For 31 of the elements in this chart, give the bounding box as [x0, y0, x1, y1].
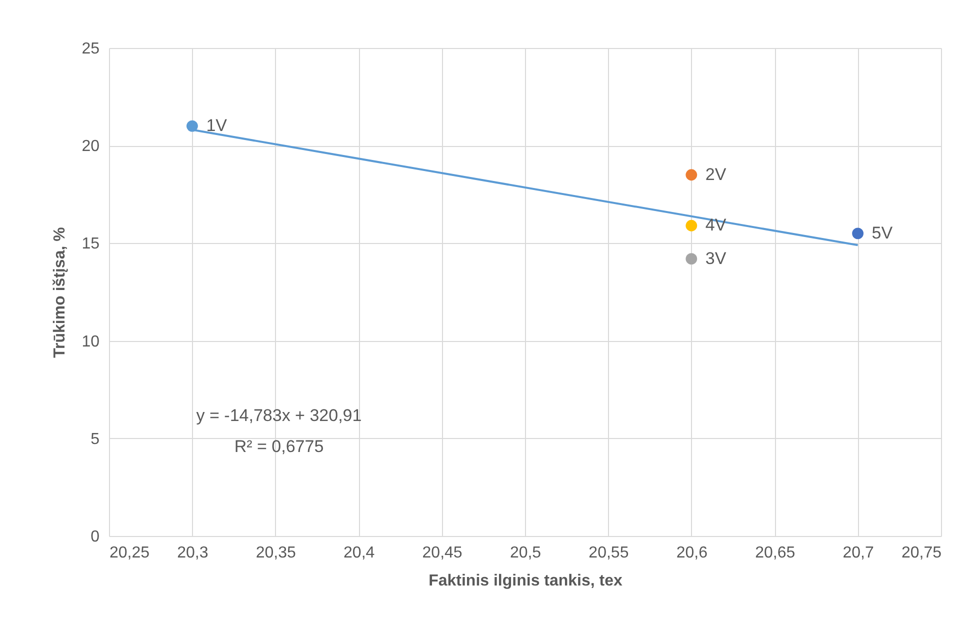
x-tick-label: 20,55 [588, 544, 629, 562]
y-tick-label: 25 [82, 40, 100, 58]
y-tick-label: 10 [82, 333, 100, 350]
y-tick-label: 5 [90, 430, 100, 448]
point [186, 120, 198, 132]
point [686, 253, 698, 265]
x-tick-label: 20,5 [510, 544, 542, 562]
series-label: 2V [705, 164, 727, 184]
x-tick-label: 20,45 [422, 544, 462, 562]
y-tick-label: 20 [82, 138, 100, 156]
x-tick-label: 20,75 [901, 544, 942, 562]
series-label: 4V [705, 216, 727, 235]
y-axis-title: Trūkimo ištįsa, % [52, 227, 69, 358]
annotation: y = -14,783x + 320,91 [196, 406, 362, 425]
x-tick-label: 20,65 [755, 544, 796, 562]
x-axis-title: Faktinis ilginis tankis, tex [428, 572, 623, 590]
x-tick-label: 20,25 [110, 544, 150, 562]
series-label: 1V [206, 116, 228, 136]
point [686, 169, 698, 181]
series-label: 5V [872, 223, 894, 242]
y-tick-label: 15 [82, 236, 100, 253]
y-tick-label: 0 [90, 528, 100, 546]
x-tick-label: 20,35 [256, 544, 296, 562]
x-tick-label: 20,6 [676, 544, 708, 562]
x-tick-label: 20,3 [177, 544, 208, 562]
point [686, 220, 698, 232]
x-tick-label: 20,7 [842, 544, 874, 562]
x-tick-label: 20,4 [344, 544, 375, 562]
series-label: 3V [705, 248, 727, 268]
point [852, 228, 864, 240]
annotation: R² = 0,6775 [234, 437, 324, 456]
